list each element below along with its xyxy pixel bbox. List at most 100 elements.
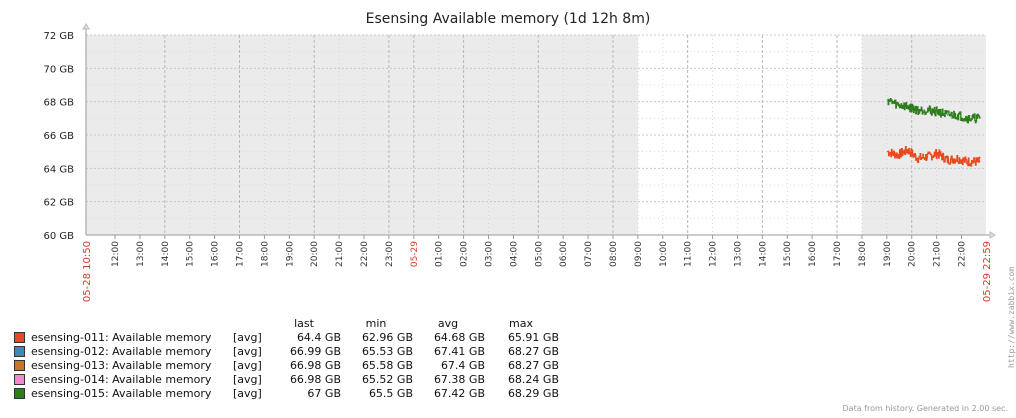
x-tick-label-2: 14:00 xyxy=(161,241,171,267)
x-tick-label-29: 17:00 xyxy=(833,241,843,267)
legend-row: esensing-015: Available memory [avg] 67 GB… xyxy=(14,386,559,400)
x-tick-label-1: 13:00 xyxy=(136,241,146,267)
legend-avg: 67.38 GB xyxy=(433,372,485,386)
x-tick-label-19: 07:00 xyxy=(584,241,594,267)
legend-last: 67 GB xyxy=(307,386,341,400)
x-tick-label-31: 19:00 xyxy=(883,241,893,267)
x-tick-label-5: 17:00 xyxy=(236,241,246,267)
x-tick-label-16: 04:00 xyxy=(509,241,519,267)
legend-header-last: last xyxy=(294,316,314,330)
series-5-point-4 xyxy=(926,109,929,111)
legend-max: 68.24 GB xyxy=(507,372,559,386)
legend-max: 68.27 GB xyxy=(507,358,559,372)
series-5-point-8 xyxy=(966,117,968,119)
x-tick-label-15: 03:00 xyxy=(484,241,494,267)
y-tick-label-2: 64 GB xyxy=(43,164,74,175)
x-tick-label-32: 20:00 xyxy=(908,241,918,267)
x-tick-label-11: 23:00 xyxy=(385,241,395,267)
legend-last: 66.99 GB xyxy=(289,344,341,358)
legend-swatch xyxy=(14,331,25,343)
y-tick-label-6: 72 GB xyxy=(43,31,74,42)
x-tick-label-3: 15:00 xyxy=(186,241,196,267)
chart-title: Esensing Available memory (1d 12h 8m) xyxy=(366,11,651,27)
shaded-period-0 xyxy=(86,35,638,235)
x-tick-label-9: 21:00 xyxy=(335,241,345,267)
series-5-point-0 xyxy=(887,99,889,101)
legend-avg: 64.68 GB xyxy=(433,330,485,344)
x-tick-label-26: 14:00 xyxy=(758,241,768,267)
legend-min: 65.52 GB xyxy=(361,372,413,386)
legend-avg: 67.4 GB xyxy=(440,358,485,372)
series-1-point-9 xyxy=(979,161,981,163)
series-1-point-7 xyxy=(956,157,958,159)
legend-func: [avg] xyxy=(233,386,262,400)
legend-swatch xyxy=(14,373,25,385)
legend-series-name: esensing-014: Available memory xyxy=(31,372,212,386)
x-tick-label-4: 16:00 xyxy=(211,241,221,267)
series-5-point-9 xyxy=(979,117,981,119)
legend-header-max: max xyxy=(509,316,533,330)
x-tick-label-25: 13:00 xyxy=(733,241,743,267)
series-1-point-6 xyxy=(946,159,949,161)
x-tick-label-24: 12:00 xyxy=(709,241,719,267)
x-axis-arrow xyxy=(989,231,996,239)
x-tick-label-27: 15:00 xyxy=(783,241,793,267)
legend-row: esensing-011: Available memory [avg] 64.4 … xyxy=(14,330,559,344)
legend-row: esensing-013: Available memory [avg] 66.98… xyxy=(14,358,559,372)
series-line-1 xyxy=(887,145,981,167)
x-tick-label-8: 20:00 xyxy=(310,241,320,267)
x-tick-label-34: 22:00 xyxy=(958,241,968,267)
legend-series-name: esensing-012: Available memory xyxy=(31,344,212,358)
generation-footer: Data from history. Generated in 2.00 sec… xyxy=(842,404,1008,413)
legend-row: esensing-012: Available memory [avg] 66.99… xyxy=(14,344,559,358)
legend-header: last min avg max xyxy=(14,316,559,330)
series-1-point-0 xyxy=(887,151,889,153)
series-1-point-8 xyxy=(966,161,968,163)
legend-header-avg: avg xyxy=(437,316,459,330)
legend-min: 62.96 GB xyxy=(361,330,413,344)
series-5-point-5 xyxy=(936,111,939,113)
x-tick-label-13: 01:00 xyxy=(435,241,445,267)
series-1-point-4 xyxy=(926,156,929,158)
legend-series-name: esensing-015: Available memory xyxy=(31,386,212,400)
x-tick-label-30: 18:00 xyxy=(858,241,868,267)
legend-last: 66.98 GB xyxy=(289,372,341,386)
legend-func: [avg] xyxy=(233,372,262,386)
legend-func: [avg] xyxy=(233,330,262,344)
x-tick-label-20: 08:00 xyxy=(609,241,619,267)
series-5-point-1 xyxy=(897,104,899,106)
x-tick-label-23: 11:00 xyxy=(684,241,694,267)
y-tick-label-3: 66 GB xyxy=(43,131,74,142)
x-tick-label-18: 06:00 xyxy=(559,241,569,267)
legend-avg: 67.41 GB xyxy=(433,344,485,358)
legend-max: 68.27 GB xyxy=(507,344,559,358)
x-tick-label-17: 05:00 xyxy=(534,241,544,267)
x-tick-label-21: 09:00 xyxy=(634,241,644,267)
x-tick-label-0: 12:00 xyxy=(111,241,121,267)
series-5-point-2 xyxy=(906,106,909,108)
y-tick-label-1: 62 GB xyxy=(43,198,74,209)
x-tick-label-10: 22:00 xyxy=(360,241,370,267)
legend: last min avg max esensing-011: Available… xyxy=(14,316,559,400)
y-tick-label-4: 68 GB xyxy=(43,98,74,109)
legend-series-name: esensing-011: Available memory xyxy=(31,330,212,344)
x-tick-label-28: 16:00 xyxy=(808,241,818,267)
legend-last: 66.98 GB xyxy=(289,358,341,372)
legend-avg: 67.42 GB xyxy=(433,386,485,400)
legend-func: [avg] xyxy=(233,344,262,358)
series-line-5 xyxy=(887,97,981,124)
y-tick-label-0: 60 GB xyxy=(43,231,74,242)
zabbix-watermark: http://www.zabbix.com xyxy=(1007,266,1016,368)
legend-max: 65.91 GB xyxy=(507,330,559,344)
legend-header-min: min xyxy=(365,316,387,330)
series-5-point-7 xyxy=(956,114,958,116)
legend-row: esensing-014: Available memory [avg] 66.98… xyxy=(14,372,559,386)
x-tick-label-6: 18:00 xyxy=(260,241,270,267)
x-tick-label-14: 02:00 xyxy=(460,241,470,267)
legend-func: [avg] xyxy=(233,358,262,372)
x-tick-label-12: 05-29 xyxy=(410,241,420,267)
series-1-point-2 xyxy=(906,149,909,151)
x-tick-label-22: 10:00 xyxy=(659,241,669,267)
legend-min: 65.58 GB xyxy=(361,358,413,372)
legend-swatch xyxy=(14,345,25,357)
